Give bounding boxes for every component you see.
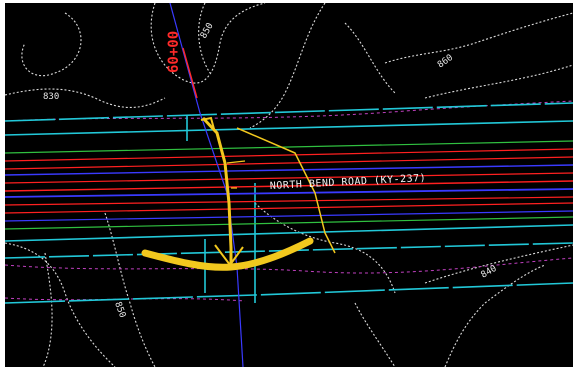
cad-drawing-viewport[interactable]: 60+00 NORTH BEND ROAD (KY-237) 830 850 8… xyxy=(5,3,573,367)
row-line-north-inner xyxy=(5,120,573,136)
contour-lines xyxy=(5,3,573,367)
contour-line xyxy=(104,212,156,367)
contour-line xyxy=(424,244,573,284)
utility-line xyxy=(5,257,573,274)
road-red-line xyxy=(5,202,573,214)
station-label: 60+00 xyxy=(166,31,182,73)
proposed-pad xyxy=(141,237,314,271)
proposed-pad-vertex xyxy=(214,244,244,267)
road-green-line xyxy=(5,140,573,154)
contour-label: 830 xyxy=(43,92,59,102)
road-green-line xyxy=(5,216,573,230)
contour-line xyxy=(344,22,396,94)
road-red-line xyxy=(5,180,573,192)
proposed-walk xyxy=(201,116,233,265)
road-blue-line xyxy=(5,164,573,176)
contour-line xyxy=(150,3,266,84)
road-red-line xyxy=(5,196,573,206)
row-line-south-inner xyxy=(5,224,573,242)
contour-line xyxy=(42,252,53,367)
road-blue-line xyxy=(5,210,573,222)
road-red-line xyxy=(5,172,573,184)
contour-line xyxy=(444,264,546,367)
station-line xyxy=(182,47,198,99)
road-blue-line xyxy=(5,188,573,198)
contour-line xyxy=(5,88,166,109)
row-line-north xyxy=(5,102,573,122)
contour-line xyxy=(424,64,573,99)
proposed-structure xyxy=(141,116,336,271)
road-red-line xyxy=(5,148,573,162)
road-centerlines xyxy=(5,140,573,230)
contour-line xyxy=(5,242,116,367)
proposed-corner xyxy=(200,116,215,130)
contour-line xyxy=(384,12,573,64)
contour-line xyxy=(21,12,82,77)
drawing-background xyxy=(5,3,573,367)
cad-plan-view: 60+00 NORTH BEND ROAD (KY-237) 830 850 8… xyxy=(5,3,573,367)
road-red-line xyxy=(5,156,573,170)
proposed-walk-secondary xyxy=(236,127,336,254)
proposed-walk-tick xyxy=(226,160,246,164)
